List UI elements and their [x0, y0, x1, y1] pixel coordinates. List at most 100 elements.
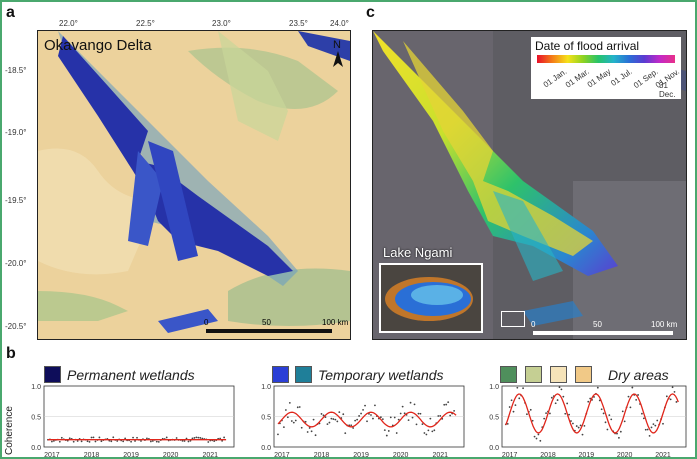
- data-point: [545, 412, 547, 415]
- data-point: [411, 416, 414, 419]
- data-point: [51, 440, 53, 443]
- data-point: [387, 430, 390, 432]
- data-point: [80, 440, 83, 443]
- y-tick-label: 1.0: [261, 384, 271, 391]
- data-point: [403, 412, 406, 415]
- scale-label: 0: [204, 318, 209, 327]
- data-point: [277, 433, 279, 436]
- lat-tick: -19.5°: [5, 196, 27, 205]
- data-point: [300, 426, 303, 429]
- data-point: [512, 410, 515, 413]
- data-point: [539, 439, 542, 442]
- data-point: [308, 427, 311, 429]
- data-point: [336, 420, 339, 423]
- data-point: [652, 423, 655, 426]
- data-point: [362, 408, 364, 411]
- data-point: [191, 437, 194, 440]
- x-tick-label: 2017: [502, 452, 518, 459]
- data-point: [381, 418, 384, 421]
- data-point: [610, 418, 613, 421]
- flood-legend: Date of flood arrival 01 Jan. 01 Mar. 01…: [531, 37, 681, 99]
- flood-arrival-map: Date of flood arrival 01 Jan. 01 Mar. 01…: [372, 30, 687, 340]
- legend-label: Dry areas: [608, 366, 669, 383]
- data-point: [635, 398, 638, 401]
- data-point: [116, 440, 119, 442]
- data-point: [445, 403, 448, 406]
- data-point: [124, 437, 127, 440]
- y-tick-label: 0.5: [31, 415, 41, 422]
- data-point: [642, 417, 645, 420]
- data-point: [352, 427, 355, 429]
- data-point: [673, 390, 676, 393]
- data-point: [183, 440, 186, 442]
- map-title: Okavango Delta: [44, 37, 152, 54]
- lake-ngami-inset: Lake Ngami: [379, 245, 483, 333]
- data-point: [290, 420, 293, 422]
- data-point: [146, 437, 148, 440]
- y-tick-label: 1.0: [31, 384, 41, 391]
- data-point: [332, 418, 335, 420]
- data-point: [175, 437, 178, 439]
- data-point: [366, 420, 368, 423]
- data-point: [675, 401, 678, 403]
- data-point: [529, 408, 532, 411]
- data-point: [533, 435, 536, 438]
- swatch: [272, 366, 289, 383]
- data-point: [449, 414, 452, 417]
- legend-permanent: Permanent wetlands: [44, 366, 195, 383]
- data-point: [616, 432, 618, 435]
- data-point: [92, 436, 95, 439]
- data-point: [662, 422, 664, 425]
- x-tick-label: 2017: [44, 452, 60, 459]
- data-point: [389, 416, 392, 419]
- data-point: [342, 413, 345, 416]
- data-point: [294, 419, 297, 422]
- x-tick-label: 2020: [393, 452, 409, 459]
- data-point: [306, 431, 309, 433]
- data-point: [600, 408, 603, 411]
- data-point: [447, 401, 450, 404]
- data-point: [52, 440, 55, 442]
- data-point: [629, 406, 632, 409]
- data-point: [537, 433, 540, 436]
- data-point: [646, 428, 649, 431]
- lat-tick: -18.5°: [5, 66, 27, 75]
- panel-b-letter: b: [6, 345, 16, 362]
- data-point: [671, 386, 674, 389]
- data-point: [72, 440, 75, 443]
- y-tick-label: 0.5: [261, 415, 271, 422]
- y-axis-label: Coherence: [4, 406, 15, 455]
- data-point: [669, 398, 672, 401]
- swatch: [575, 366, 592, 383]
- swatch: [500, 366, 517, 383]
- x-tick-label: 2018: [314, 452, 330, 459]
- legend-tick: 01 May: [585, 67, 613, 90]
- fit-line: [277, 411, 457, 428]
- data-point: [564, 412, 567, 415]
- data-point: [437, 415, 440, 417]
- data-point: [443, 403, 446, 406]
- flood-legend-ticks: 01 Jan. 01 Mar. 01 May 01 Jul. 01 Sep. 0…: [531, 63, 681, 99]
- legend-temporary: Temporary wetlands: [272, 366, 444, 383]
- legend-tick: 01 Jan.: [541, 67, 569, 90]
- data-point: [356, 418, 359, 421]
- data-point: [181, 439, 184, 442]
- data-point: [419, 412, 422, 415]
- legend-tick: 01 Jul.: [609, 67, 634, 88]
- data-point: [421, 423, 424, 426]
- scale-bar: [206, 329, 332, 333]
- data-point: [572, 422, 574, 425]
- data-point: [149, 440, 152, 443]
- data-point: [650, 426, 653, 429]
- data-point: [526, 413, 528, 416]
- coherence-plot-temporary: 0.0 0.5 1.0 2017 2018 2019 2020 2021: [261, 384, 465, 459]
- north-label: N: [333, 39, 341, 51]
- scale-label: 50: [262, 318, 271, 327]
- legend-dry: Dry areas: [500, 366, 669, 383]
- data-point: [510, 399, 513, 402]
- scale-label: 0: [531, 320, 536, 329]
- data-point: [296, 406, 299, 409]
- data-point: [136, 436, 138, 439]
- data-point: [531, 419, 534, 422]
